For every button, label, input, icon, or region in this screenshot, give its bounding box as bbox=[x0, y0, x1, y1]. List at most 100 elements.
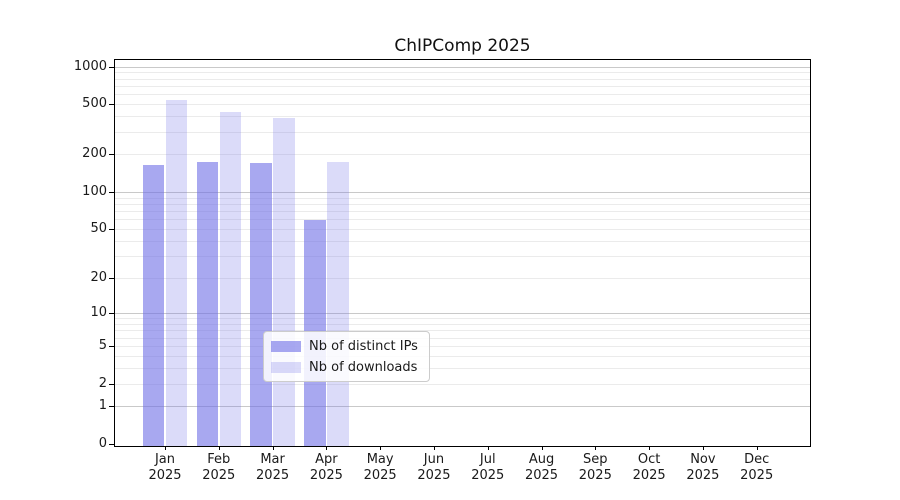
y-gridline-minor bbox=[115, 368, 810, 370]
y-gridline-minor bbox=[115, 356, 810, 358]
y-gridline-minor bbox=[115, 72, 810, 74]
x-tick-label: Oct 2025 bbox=[619, 452, 679, 484]
x-tick-month: Feb bbox=[207, 452, 231, 467]
x-tick-month: Jan bbox=[154, 452, 176, 467]
x-tick-label: Feb 2025 bbox=[189, 452, 249, 484]
x-tick-mark bbox=[433, 446, 435, 450]
legend-item-distinct-ips: Nb of distinct IPs bbox=[271, 337, 422, 355]
x-tick-mark bbox=[541, 446, 543, 450]
y-tick-label: 500 bbox=[82, 96, 107, 112]
y-gridline-minor bbox=[115, 330, 810, 332]
x-tick-year: 2025 bbox=[417, 468, 451, 483]
plot-area: 1000 500 200 100 50 20 10 5 2 1 0 Jan 2025 Feb 2025 Mar… bbox=[74, 59, 811, 483]
y-gridline-minor bbox=[115, 211, 810, 213]
x-tick-mark bbox=[272, 446, 274, 450]
x-tick-year: 2025 bbox=[578, 468, 612, 483]
x-tick-label: Dec 2025 bbox=[727, 452, 787, 484]
x-tick-month: Apr bbox=[315, 452, 338, 467]
x-tick-year: 2025 bbox=[740, 468, 774, 483]
y-tick-label: 1 bbox=[98, 398, 107, 414]
x-tick-mark bbox=[165, 446, 166, 450]
x-tick-year: 2025 bbox=[363, 468, 397, 483]
legend-item-downloads: Nb of downloads bbox=[271, 358, 422, 376]
y-tick-mark bbox=[109, 104, 114, 106]
y-tick-label: 20 bbox=[90, 269, 107, 285]
x-tick-month: Dec bbox=[744, 452, 770, 467]
x-tick-mark bbox=[326, 446, 328, 450]
y-gridline-minor bbox=[115, 78, 810, 80]
bar-downloads bbox=[219, 111, 242, 446]
x-tick-month: Sep bbox=[583, 452, 608, 467]
y-gridline-minor bbox=[115, 346, 810, 348]
y-tick-mark bbox=[109, 66, 114, 68]
y-gridline-minor bbox=[115, 277, 810, 279]
y-tick-label: 2 bbox=[98, 375, 107, 391]
x-tick-month: Aug bbox=[528, 452, 555, 467]
chart-title: ChIPComp 2025 bbox=[394, 36, 531, 56]
x-tick-year: 2025 bbox=[632, 468, 666, 483]
y-gridline-minor bbox=[115, 94, 810, 96]
x-tick-month: Jul bbox=[479, 452, 496, 467]
y-gridline-minor bbox=[115, 154, 810, 156]
y-gridline-minor bbox=[115, 318, 810, 320]
y-tick-mark bbox=[109, 191, 114, 193]
y-tick-mark bbox=[109, 383, 114, 385]
legend-swatch-distinct-ips bbox=[271, 340, 301, 352]
x-tick-month: Jun bbox=[423, 452, 445, 467]
y-gridline-minor bbox=[115, 203, 810, 205]
legend-swatch-downloads bbox=[271, 361, 301, 373]
x-tick-month: Mar bbox=[260, 452, 285, 467]
y-tick-mark bbox=[109, 277, 114, 279]
bar-distinct-ips bbox=[250, 162, 272, 446]
y-tick-label: 100 bbox=[82, 183, 107, 199]
y-tick-label: 10 bbox=[90, 304, 107, 320]
x-tick-year: 2025 bbox=[202, 468, 236, 483]
y-tick-mark bbox=[109, 406, 114, 408]
y-gridline-major bbox=[115, 66, 810, 68]
x-tick-label: May 2025 bbox=[350, 452, 410, 484]
y-gridline-minor bbox=[115, 229, 810, 231]
y-tick-mark bbox=[109, 346, 114, 348]
legend-label: Nb of distinct IPs bbox=[309, 338, 418, 354]
x-tick-month: May bbox=[366, 452, 394, 467]
x-tick-label: Jan 2025 bbox=[135, 452, 195, 484]
bar-downloads bbox=[273, 117, 295, 446]
y-tick-label: 200 bbox=[82, 146, 107, 162]
y-gridline-major bbox=[115, 312, 810, 314]
y-tick-mark bbox=[109, 312, 114, 314]
legend-label: Nb of downloads bbox=[309, 359, 418, 375]
bar-distinct-ips bbox=[196, 162, 219, 446]
x-tick-label: Nov 2025 bbox=[673, 452, 733, 484]
x-tick-mark bbox=[487, 446, 489, 450]
x-tick-year: 2025 bbox=[524, 468, 559, 483]
x-tick-mark bbox=[649, 446, 651, 450]
y-tick-mark bbox=[109, 154, 114, 156]
plot-canvas: 1000 500 200 100 50 20 10 5 2 1 0 Jan 2025 Feb 2025 Mar… bbox=[74, 59, 810, 483]
x-tick-label: Jun 2025 bbox=[404, 452, 464, 484]
bar-distinct-ips bbox=[142, 164, 165, 446]
x-tick-label: Jul 2025 bbox=[458, 452, 518, 484]
y-gridline-minor bbox=[115, 219, 810, 221]
x-tick-month: Nov bbox=[690, 452, 716, 467]
x-tick-month: Oct bbox=[637, 452, 661, 467]
x-tick-mark bbox=[595, 446, 597, 450]
x-tick-mark bbox=[380, 446, 382, 450]
x-tick-label: Sep 2025 bbox=[565, 452, 625, 484]
x-tick-year: 2025 bbox=[471, 468, 505, 483]
x-tick-year: 2025 bbox=[309, 468, 343, 483]
y-gridline-minor bbox=[115, 104, 810, 106]
y-gridline-minor bbox=[115, 116, 810, 118]
bar-downloads bbox=[327, 161, 349, 446]
x-tick-mark bbox=[702, 446, 704, 450]
y-gridline-minor bbox=[115, 197, 810, 199]
y-gridline-minor bbox=[115, 132, 810, 134]
y-gridline-minor bbox=[115, 337, 810, 339]
y-gridline-minor bbox=[115, 323, 810, 325]
x-tick-year: 2025 bbox=[686, 468, 720, 483]
y-tick-mark bbox=[109, 444, 114, 445]
x-tick-label: Apr 2025 bbox=[296, 452, 356, 484]
bar-downloads bbox=[165, 100, 188, 446]
y-gridline-major bbox=[115, 406, 810, 408]
x-tick-year: 2025 bbox=[256, 468, 290, 483]
